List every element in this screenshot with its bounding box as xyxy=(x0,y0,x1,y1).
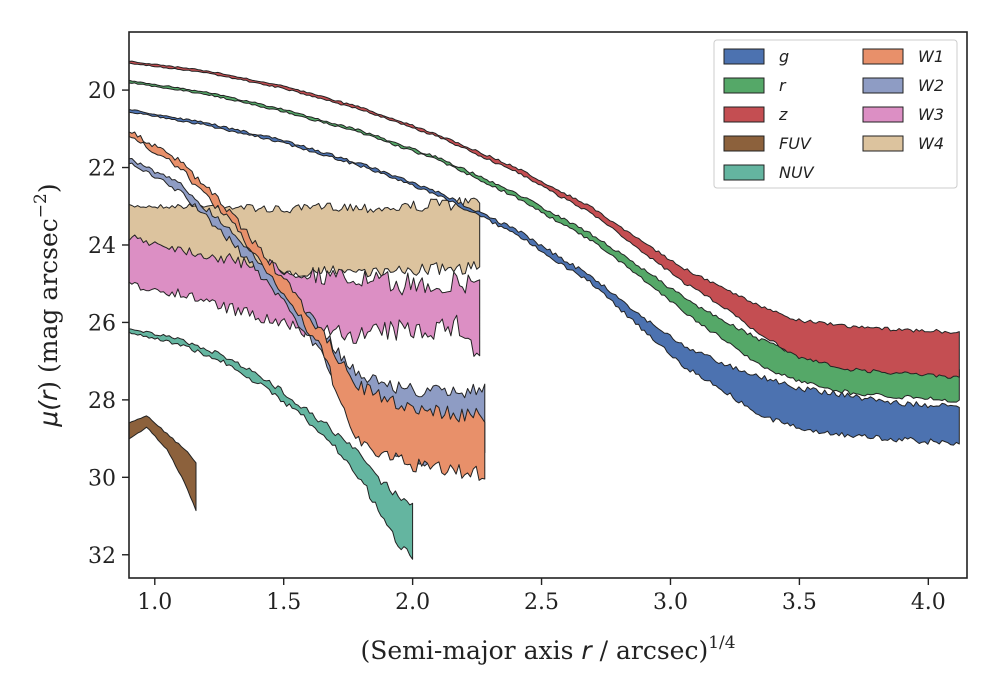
y-tick-label: 30 xyxy=(88,466,116,491)
legend-label: W4 xyxy=(918,134,944,153)
legend-item-w4: W4 xyxy=(862,134,944,153)
legend-label: W2 xyxy=(918,76,944,95)
plot-frame xyxy=(128,31,968,579)
legend-swatch xyxy=(862,135,904,152)
legend-item-r: r xyxy=(723,76,787,95)
band-w3-area xyxy=(129,234,481,357)
y-tick-label: 22 xyxy=(88,157,116,182)
y-tick-label: 26 xyxy=(88,311,116,336)
y-tick-label: 24 xyxy=(88,234,116,259)
legend-label: W3 xyxy=(918,105,944,124)
y-tick-label: 28 xyxy=(88,389,116,414)
legend-swatch xyxy=(723,77,765,94)
x-axis-ticks: 1.0 1.5 2.0 2.5 3.0 3.5 4.0 xyxy=(137,578,946,615)
band-z-area xyxy=(129,60,960,379)
legend-label: r xyxy=(779,76,787,95)
band-areas xyxy=(129,60,960,560)
band-fuv-area xyxy=(129,415,197,512)
legend-swatch xyxy=(723,106,765,123)
y-tick-label: 32 xyxy=(88,544,116,569)
legend-item-w1: W1 xyxy=(862,47,944,66)
legend-label: FUV xyxy=(779,134,812,153)
legend-swatch xyxy=(723,48,765,65)
legend-swatch xyxy=(723,135,765,152)
x-tick-label: 1.0 xyxy=(137,590,172,615)
legend-label: g xyxy=(779,47,789,66)
legend-item-w3: W3 xyxy=(862,105,944,124)
y-axis-label: μ(r) (mag arcsec−2) xyxy=(31,183,63,427)
legend: grz FUV NUV W1 W2 W3 W4 xyxy=(713,39,958,189)
x-tick-label: 1.5 xyxy=(266,590,301,615)
x-tick-label: 3.5 xyxy=(782,590,817,615)
y-tick-label: 20 xyxy=(88,79,116,104)
legend-item-w2: W2 xyxy=(862,76,944,95)
legend-swatch xyxy=(862,106,904,123)
legend-item-nuv: NUV xyxy=(723,163,815,182)
x-tick-label: 2.5 xyxy=(524,590,559,615)
legend-item-g: g xyxy=(723,47,789,66)
x-tick-label: 2.0 xyxy=(395,590,430,615)
legend-item-fuv: FUV xyxy=(723,134,812,153)
legend-label: NUV xyxy=(779,163,815,182)
x-tick-label: 4.0 xyxy=(911,590,946,615)
band-w1-area xyxy=(129,131,486,481)
legend-swatch xyxy=(723,164,765,181)
band-nuv-area xyxy=(129,328,414,560)
legend-label: z xyxy=(778,105,788,124)
x-axis-label: (Semi-major axis r / arcsec)1/4 xyxy=(360,633,735,665)
y-axis-ticks: 20 22 24 26 28 30 32 xyxy=(88,79,129,569)
x-tick-label: 3.0 xyxy=(653,590,688,615)
legend-swatch xyxy=(862,77,904,94)
band-g-area xyxy=(129,108,960,446)
legend-item-z: z xyxy=(723,105,788,124)
legend-label: W1 xyxy=(918,47,944,66)
legend-swatch xyxy=(862,48,904,65)
